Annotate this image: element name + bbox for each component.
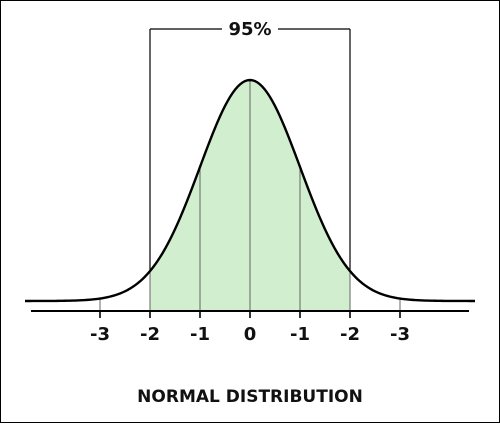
bracket-label: 95% bbox=[228, 19, 271, 40]
density-curve bbox=[25, 78, 475, 303]
chart-title: NORMAL DISTRIBUTION bbox=[137, 387, 363, 407]
x-axis-ticks: -3 -2 -1 0 -1 -2 -3 bbox=[90, 311, 410, 345]
x-tick-label: -3 bbox=[90, 324, 110, 345]
x-tick-label: -2 bbox=[140, 324, 160, 345]
x-tick-label: 0 bbox=[244, 324, 257, 345]
percent-bracket bbox=[149, 28, 351, 272]
x-tick-label: -1 bbox=[190, 324, 210, 345]
x-tick-label: -2 bbox=[340, 324, 360, 345]
guide-lines bbox=[99, 80, 401, 311]
x-tick-label: -3 bbox=[390, 324, 410, 345]
x-tick-label: -1 bbox=[290, 324, 310, 345]
